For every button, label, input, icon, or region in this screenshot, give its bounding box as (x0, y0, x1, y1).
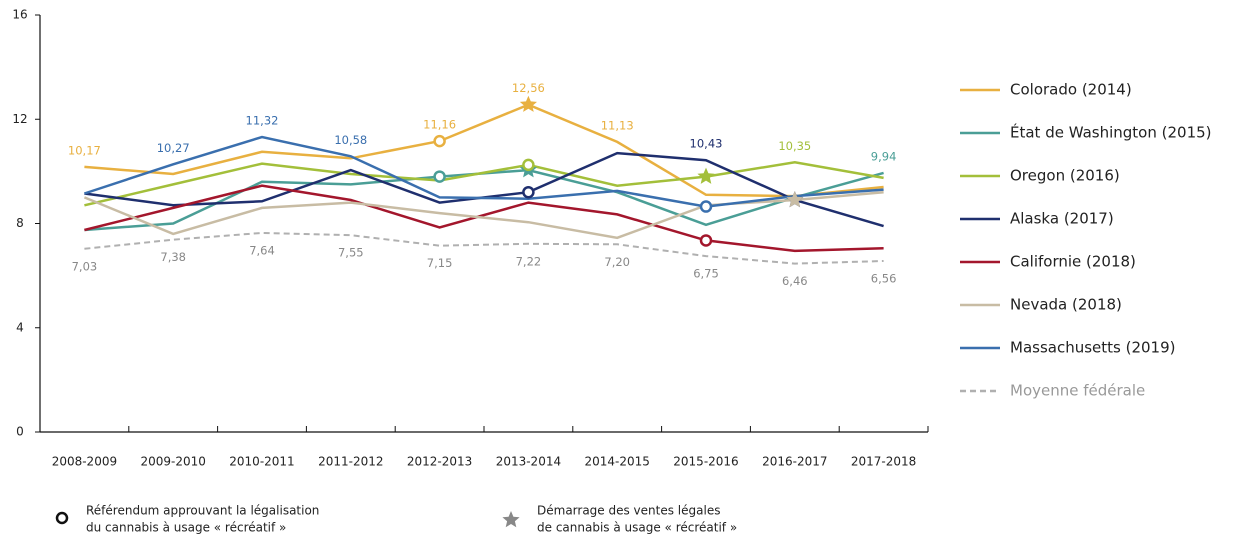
legend-label: Massachusetts (2019) (1010, 339, 1175, 357)
series-line (83, 190, 884, 240)
x-tick-label: 2010-2011 (229, 455, 294, 469)
referendum-marker (433, 134, 446, 148)
x-tick-label: 2009-2010 (140, 455, 205, 469)
y-tick-label: 4 (16, 320, 24, 334)
value-label: 9,94 (871, 149, 897, 163)
value-label: 11,32 (246, 113, 279, 127)
legend-label: Colorado (2014) (1010, 81, 1132, 99)
value-label: 7,15 (427, 256, 453, 270)
value-label: 10,43 (690, 137, 723, 151)
legend-label: Nevada (2018) (1010, 296, 1122, 314)
series-line (84, 135, 884, 208)
y-tick-label: 16 (12, 8, 27, 22)
note-line: du cannabis à usage « récréatif » (86, 521, 286, 535)
value-label: 11,16 (423, 118, 456, 132)
value-label: 10,58 (334, 133, 367, 147)
value-label: 10,35 (778, 139, 811, 153)
series-line (84, 161, 884, 207)
y-tick-label: 0 (16, 425, 24, 439)
series-line (84, 103, 884, 198)
referendum-marker (699, 200, 713, 213)
value-label: 6,75 (693, 267, 719, 281)
referendum-marker (522, 158, 535, 172)
x-tick-label: 2011-2012 (318, 455, 383, 469)
x-tick-label: 2016-2017 (762, 455, 827, 469)
series-line (84, 184, 884, 253)
legend-label: Moyenne fédérale (1010, 382, 1145, 400)
legend-label: État de Washington (2015) (1010, 123, 1212, 142)
legend-label: Oregon (2016) (1010, 167, 1120, 185)
x-tick-label: 2008-2009 (52, 455, 117, 469)
value-label: 7,22 (516, 254, 542, 268)
legend-label: Alaska (2017) (1010, 210, 1114, 228)
x-tick-label: 2012-2013 (407, 455, 472, 469)
x-tick-label: 2014-2015 (584, 455, 649, 469)
series-line (84, 231, 884, 265)
value-label: 7,38 (160, 250, 186, 264)
referendum-marker (522, 185, 535, 199)
sales-start-marker (519, 95, 537, 112)
referendum-marker (699, 234, 713, 247)
value-label: 7,64 (249, 243, 275, 257)
value-label: 7,55 (338, 246, 364, 260)
value-label: 10,27 (157, 141, 190, 155)
referendum-marker (433, 170, 446, 183)
value-label: 11,13 (601, 118, 634, 132)
y-tick-label: 8 (16, 216, 24, 230)
value-label: 7,03 (72, 259, 98, 273)
note-line: Démarrage des ventes légales (537, 504, 720, 518)
x-tick-label: 2017-2018 (851, 455, 916, 469)
value-label: 6,46 (782, 274, 808, 288)
value-label: 7,20 (604, 255, 630, 269)
y-tick-label: 12 (12, 112, 27, 126)
sales-start-marker (786, 191, 804, 208)
value-label: 10,17 (68, 143, 101, 157)
note-line: de cannabis à usage « récréatif » (537, 521, 737, 535)
note-line: Référendum approuvant la légalisation (86, 504, 319, 518)
x-tick-label: 2013-2014 (496, 455, 561, 469)
value-label: 6,56 (871, 272, 897, 286)
legend-label: Californie (2018) (1010, 253, 1136, 271)
value-label: 12,56 (512, 81, 545, 95)
note-star-icon (502, 511, 520, 528)
referendum-icon (55, 511, 69, 525)
x-tick-label: 2015-2016 (673, 455, 738, 469)
sales-start-marker (697, 167, 715, 184)
